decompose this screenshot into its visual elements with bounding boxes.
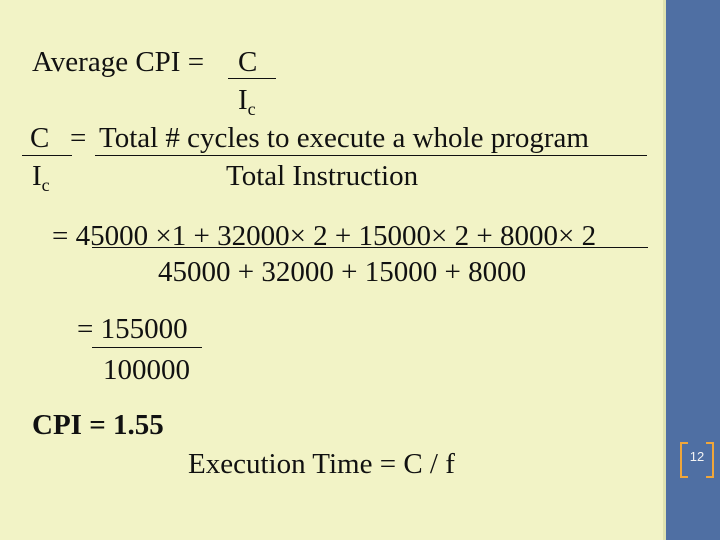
average-cpi-fraction-bar <box>228 78 276 79</box>
ic-label: Ic <box>32 160 50 195</box>
execution-time-formula: Execution Time = C / f <box>188 448 455 480</box>
page-number-badge: 12 <box>680 440 714 478</box>
right-sidebar <box>666 0 720 540</box>
left-bracket-icon <box>680 442 688 478</box>
average-cpi-denominator: Ic <box>238 84 256 119</box>
sidebar-divider <box>663 0 666 540</box>
right-bracket-icon <box>706 442 714 478</box>
c-ic-fraction-bar <box>22 155 72 156</box>
page-number: 12 <box>689 449 705 464</box>
calculation-fraction-bar <box>92 247 648 248</box>
cycles-definition: Total # cycles to execute a whole progra… <box>99 122 589 154</box>
average-cpi-label: Average CPI = <box>32 46 212 78</box>
ratio-denominator: 100000 <box>103 354 190 386</box>
ratio-fraction-bar <box>92 347 202 348</box>
ratio-numerator: = 155000 <box>77 313 188 345</box>
calculation-numerator: = 45000 ×1 + 32000× 2 + 15000× 2 + 8000×… <box>52 220 597 252</box>
calculation-denominator: 45000 + 32000 + 15000 + 8000 <box>158 256 527 288</box>
average-cpi-numerator: C <box>238 46 258 78</box>
equals-sign: = <box>70 122 87 154</box>
c-label: C <box>30 122 50 154</box>
total-instruction-label: Total Instruction <box>226 160 419 192</box>
cpi-result: CPI = 1.55 <box>32 409 164 441</box>
cycles-fraction-bar <box>95 155 647 156</box>
slide-content: Average CPI = C Ic C Ic = Total # cycles… <box>22 46 648 480</box>
